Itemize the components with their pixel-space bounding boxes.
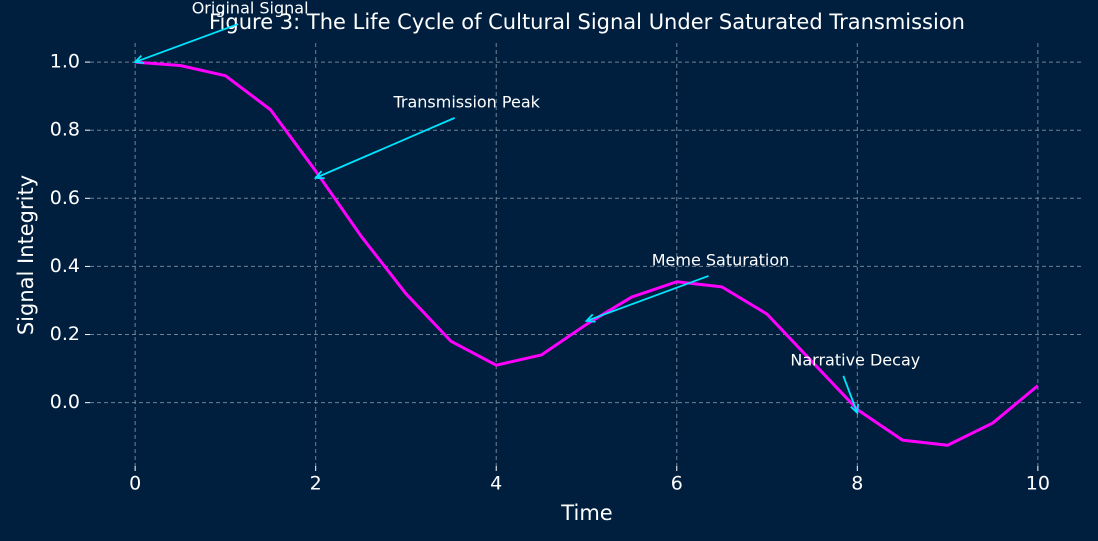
y-tick-label: 0.0 [50,391,80,413]
x-tick-label: 2 [310,473,322,495]
line-series [135,60,1039,447]
y-tick-label: 0.2 [50,323,80,345]
annotation-text: Narrative Decay [790,350,920,369]
x-tick-label: 4 [490,473,502,495]
annotation-arrow [584,275,709,323]
annotation-text: Original Signal [192,0,309,18]
x-tick-label: 0 [129,473,141,495]
x-tick-label: 8 [851,473,863,495]
y-tick-label: 0.4 [50,255,80,277]
x-axis-label: Time [560,501,612,525]
y-axis-label: Signal Integrity [14,175,38,335]
annotation-text: Transmission Peak [392,92,540,111]
x-tick-label: 10 [1026,473,1050,495]
annotation-arrow [842,375,860,415]
annotation-text: Meme Saturation [652,250,790,269]
y-tick-label: 0.8 [50,119,80,141]
annotation-arrow [313,117,456,180]
x-tick-label: 6 [671,473,683,495]
chart-title: Figure 3: The Life Cycle of Cultural Sig… [209,10,965,34]
annotation-arrow [133,23,239,64]
y-tick-label: 1.0 [50,51,80,73]
y-tick-label: 0.6 [50,187,80,209]
